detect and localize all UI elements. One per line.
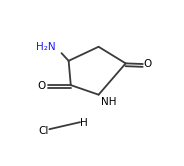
Text: O: O (37, 81, 46, 91)
Text: H₂N: H₂N (36, 42, 56, 52)
Text: NH: NH (101, 97, 116, 107)
Text: Cl: Cl (38, 126, 49, 136)
Text: H: H (80, 118, 88, 128)
Text: O: O (143, 59, 151, 69)
